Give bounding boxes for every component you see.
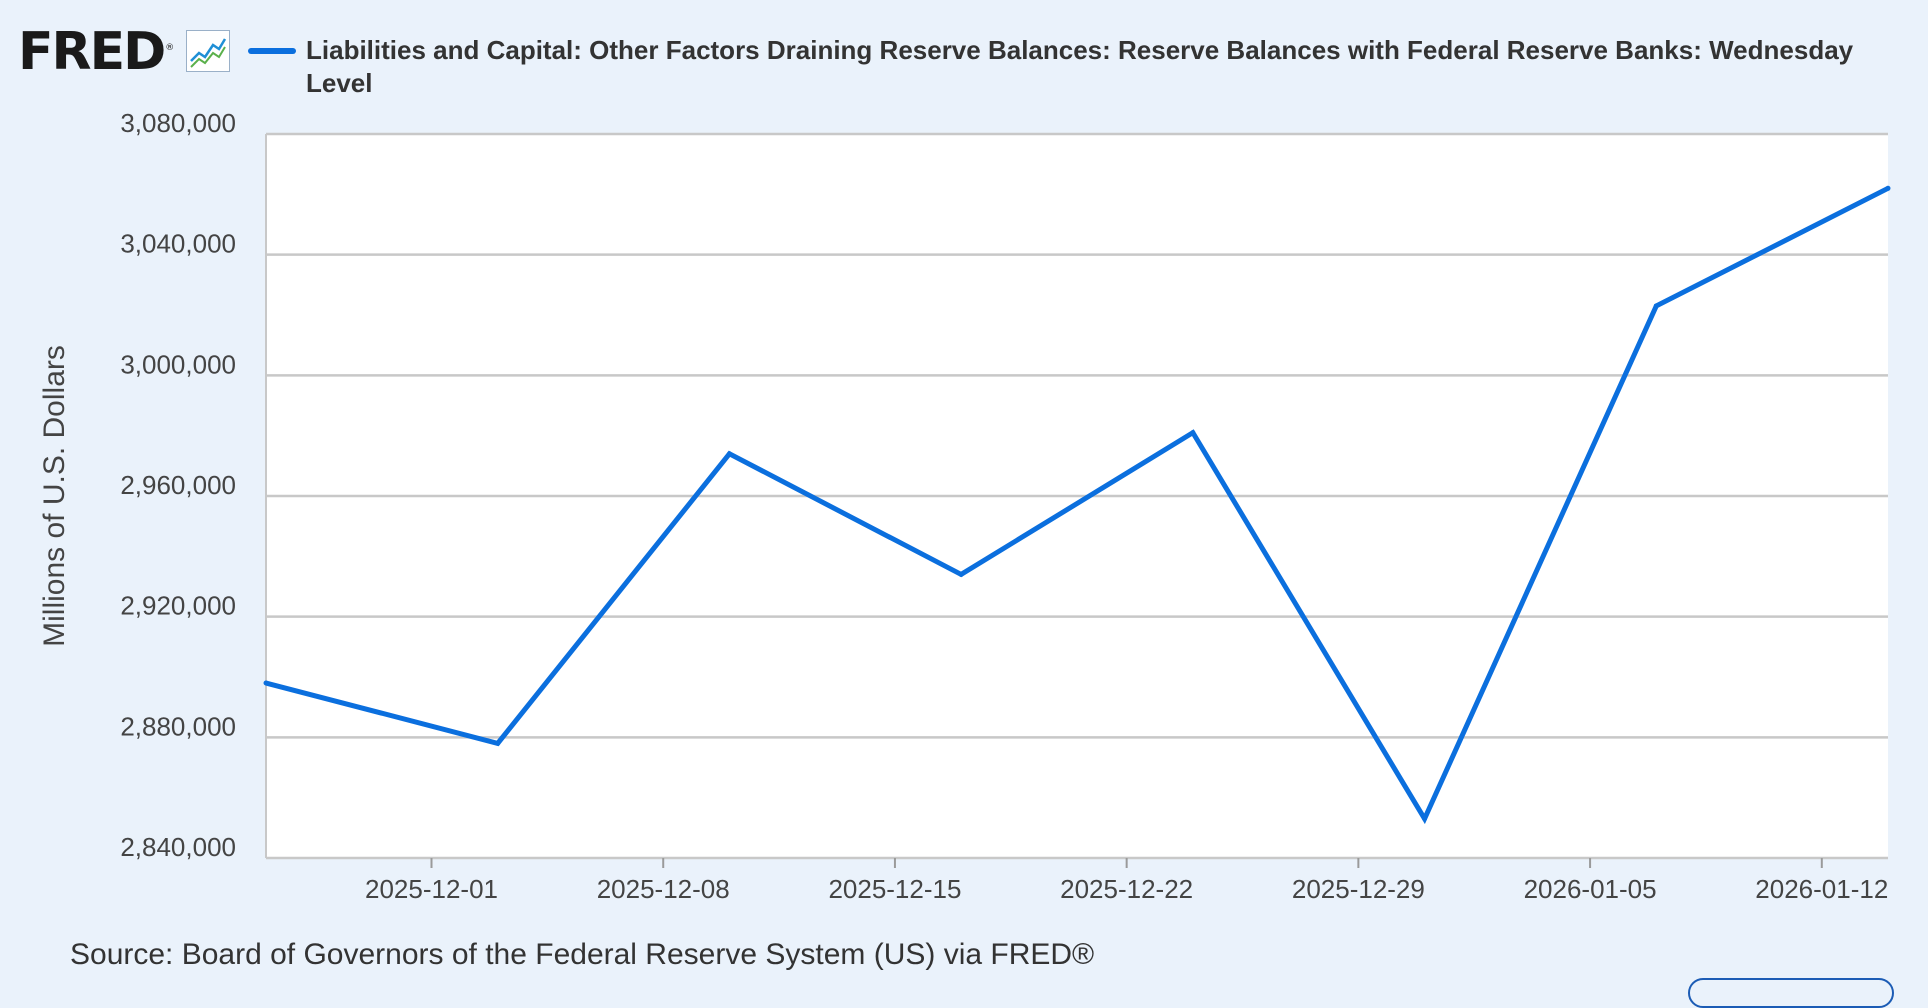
data-point <box>1190 430 1196 436</box>
data-point <box>958 571 964 577</box>
data-point <box>1885 185 1891 191</box>
x-tick-label: 2025-12-15 <box>828 874 961 904</box>
edit-graph-button[interactable] <box>1688 978 1894 1008</box>
data-point <box>1653 303 1659 309</box>
data-point <box>1422 816 1428 822</box>
y-tick-label: 2,960,000 <box>120 470 236 500</box>
line-chart: 2,840,000 2,880,000 2,920,000 2,960,000 3,00… <box>38 108 1891 904</box>
y-axis-title: Millions of U.S. Dollars <box>38 345 71 647</box>
y-tick-label: 3,040,000 <box>120 229 236 259</box>
registered-mark: ® <box>165 43 175 53</box>
y-tick-label: 3,000,000 <box>120 349 236 379</box>
chart-header: FRED ® Liabilities and Capital: Other Fac… <box>0 0 1928 110</box>
legend-swatch <box>248 48 296 54</box>
line-chart-icon <box>186 30 230 72</box>
y-tick-label: 2,920,000 <box>120 591 236 621</box>
data-point <box>726 451 732 457</box>
y-tick-label: 3,080,000 <box>120 108 236 138</box>
x-tick-label: 2025-12-22 <box>1060 874 1193 904</box>
source-note: Source: Board of Governors of the Federa… <box>70 938 1095 971</box>
x-tick-label: 2026-01-05 <box>1524 874 1657 904</box>
data-point <box>495 740 501 746</box>
fred-logo[interactable]: FRED ® <box>18 22 174 82</box>
y-tick-label: 2,880,000 <box>120 711 236 741</box>
y-tick-label: 2,840,000 <box>120 832 236 862</box>
x-tick-label: 2026-01-12 <box>1755 874 1888 904</box>
x-tick-label: 2025-12-29 <box>1292 874 1425 904</box>
data-point <box>263 680 269 686</box>
fred-logo-text: FRED <box>18 22 166 82</box>
x-tick-label: 2025-12-08 <box>597 874 730 904</box>
x-tick-label: 2025-12-01 <box>365 874 498 904</box>
legend-series-label[interactable]: Liabilities and Capital: Other Factors D… <box>306 35 1854 98</box>
series-line <box>265 186 1890 825</box>
